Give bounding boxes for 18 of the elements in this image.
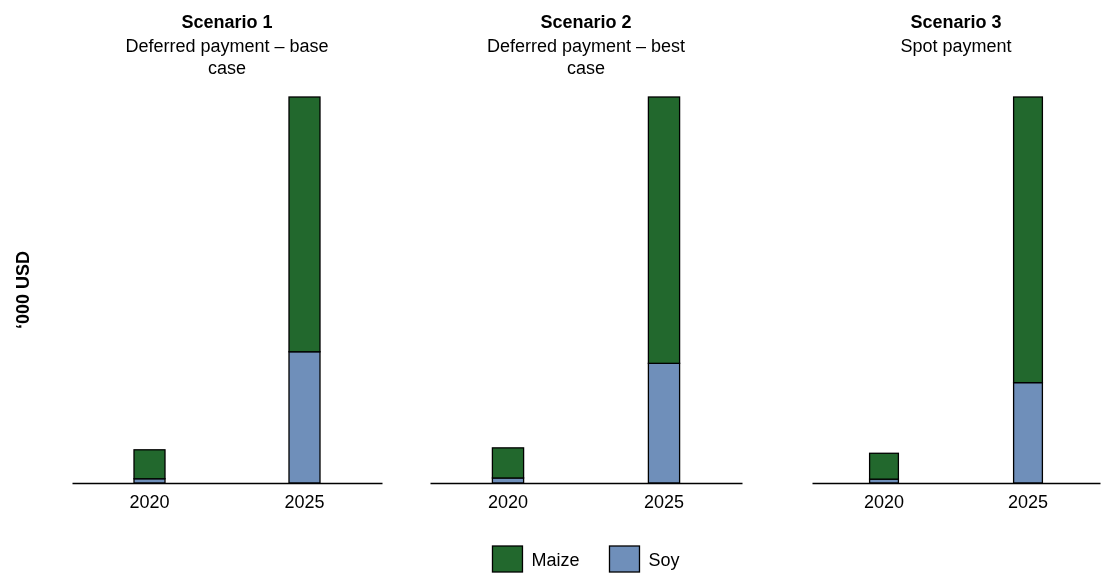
- chart-title: Scenario 2: [540, 12, 632, 32]
- legend-label: Soy: [648, 550, 680, 570]
- chart-title: Scenario 3: [910, 12, 1002, 32]
- x-tick-label: 2020: [487, 491, 529, 512]
- x-tick-label: 2020: [129, 491, 170, 512]
- chart-title: Scenario 1: [181, 12, 273, 32]
- y-axis-title: ‘000 USD: [13, 250, 33, 330]
- x-tick-label: 2020: [863, 491, 905, 512]
- chart-subtitle: Spot payment: [900, 36, 1012, 56]
- bar: [491, 447, 525, 479]
- x-tick-label: 2025: [643, 491, 685, 512]
- bar: [868, 452, 900, 480]
- chart-subtitle: Deferred payment – base case: [125, 36, 329, 78]
- x-tick-label: 2025: [1007, 491, 1049, 512]
- bar: [133, 449, 166, 480]
- legend-label: Maize: [531, 550, 580, 570]
- x-tick-label: 2025: [284, 491, 325, 512]
- chart-subtitle: Deferred payment – best case: [486, 36, 686, 78]
